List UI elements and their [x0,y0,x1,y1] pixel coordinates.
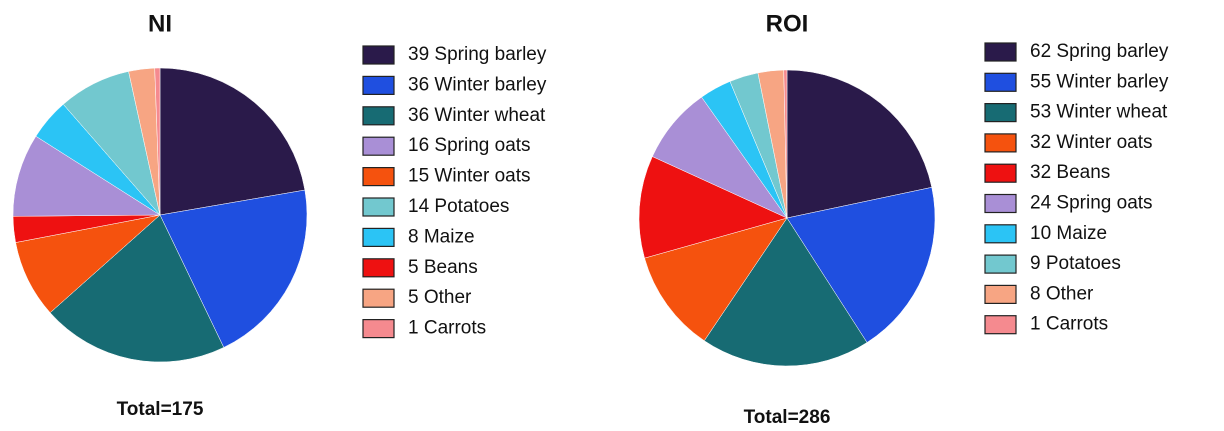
legend-swatch [362,167,395,187]
legend-name: Carrots [1046,314,1108,335]
legend-name: Winter barley [434,74,546,95]
legend-value: 10 [1030,223,1051,244]
legend-value: 24 [1030,193,1052,214]
legend-value: 9 [1030,253,1041,274]
legend-label: 62 Spring barley [1030,41,1169,62]
legend-value: 36 [408,74,429,95]
pie-slice [49,214,225,363]
legend-value: 15 [408,166,429,187]
legend-swatch [984,42,1017,62]
total-label: Total=286 [744,407,831,428]
legend-value: 55 [1030,71,1051,92]
legend-value: 32 [1030,132,1051,153]
legend-name: Beans [1056,162,1110,183]
pie-slice [644,217,788,342]
legend-swatch [362,258,395,278]
legend-swatch [362,319,395,339]
legend-name: Spring oats [434,135,530,156]
legend-name: Potatoes [1046,253,1121,274]
legend-name: Winter wheat [434,105,546,126]
legend-label: 9 Potatoes [1030,253,1121,274]
legend-label: 5 Other [408,287,472,308]
legend-value: 36 [408,105,429,126]
legend-name: Maize [1056,223,1107,244]
legend-swatch [984,254,1017,274]
pie-slice [783,69,788,219]
legend-label: 39 Spring barley [408,44,547,65]
legend-value: 5 [408,257,419,278]
legend-value: 39 [408,44,429,65]
legend-value: 8 [408,226,419,247]
legend-name: Maize [424,226,475,247]
legend-swatch [984,193,1017,214]
legend-name: Winter barley [1056,71,1168,92]
legend-label: 5 Beans [408,257,478,278]
legend-label: 53 Winter wheat [1030,102,1168,123]
legend-value: 5 [408,287,419,308]
pie-slice [703,217,868,367]
legend-label: 8 Maize [408,226,475,247]
legend-swatch [362,136,395,156]
legend-label: 10 Maize [1030,223,1107,244]
legend-swatch [362,288,395,308]
legend-label: 16 Spring oats [408,135,531,156]
legend-swatch [984,224,1017,244]
legend-label: 14 Potatoes [408,196,509,217]
legend-name: Beans [424,257,478,278]
pie-slice [159,189,308,348]
legend-name: Carrots [424,318,486,339]
legend-label: 8 Other [1030,283,1094,304]
legend-name: Spring barley [434,44,546,65]
legend-name: Potatoes [434,196,509,217]
legend-name: Spring barley [1056,41,1168,62]
legend-name: Spring oats [1056,193,1152,214]
legend-value: 1 [408,318,419,339]
legend-value: 14 [408,196,430,217]
pie-slice [154,67,161,216]
legend-label: 55 Winter barley [1030,71,1169,92]
legend-swatch [984,102,1017,123]
legend-name: Other [1046,283,1094,304]
pie-slice [786,69,933,219]
total-label: Total=175 [117,399,204,420]
pie-slice [786,187,936,343]
chart-title: NI [148,10,172,37]
legend-value: 53 [1030,102,1051,123]
legend-value: 62 [1030,41,1051,62]
pie-slice [638,156,788,259]
legend-swatch [984,133,1017,153]
legend-swatch [984,284,1017,304]
pie-slice [159,67,306,216]
legend-value: 32 [1030,162,1051,183]
chart-title: ROI [766,10,809,37]
legend-label: 15 Winter oats [408,166,531,187]
legend-swatch [362,45,395,65]
legend-label: 24 Spring oats [1030,193,1153,214]
legend-swatch [984,315,1017,335]
legend-label: 1 Carrots [408,318,486,339]
legend-swatch [984,163,1017,183]
legend-swatch [362,106,395,126]
legend-name: Winter wheat [1056,102,1168,123]
legend-value: 1 [1030,314,1041,335]
legend-name: Other [424,287,472,308]
legend-name: Winter oats [1056,132,1152,153]
legend-label: 36 Winter barley [408,74,547,95]
legend-swatch [362,197,395,217]
legend-value: 8 [1030,283,1041,304]
legend-label: 32 Winter oats [1030,132,1153,153]
legend-name: Winter oats [434,166,530,187]
pie-slice [12,135,161,217]
legend-swatch [362,227,395,247]
legend-label: 1 Carrots [1030,314,1108,335]
legend-value: 16 [408,135,429,156]
legend-label: 32 Beans [1030,162,1110,183]
legend-swatch [984,72,1017,92]
legend-swatch [362,75,395,96]
legend-label: 36 Winter wheat [408,105,546,126]
